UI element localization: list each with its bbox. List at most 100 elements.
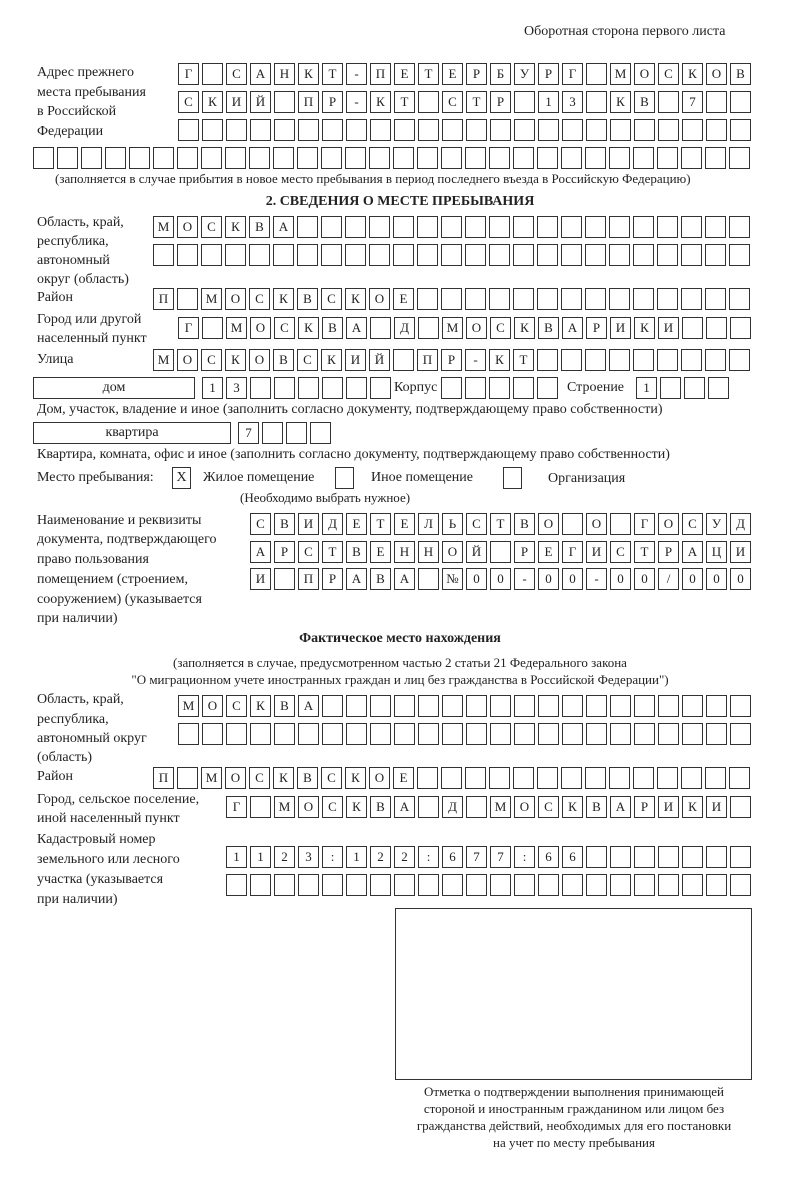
- char-cell[interactable]: [490, 119, 511, 141]
- char-cell[interactable]: [442, 874, 463, 896]
- char-cell[interactable]: [441, 377, 462, 399]
- char-cell[interactable]: Е: [346, 513, 367, 535]
- char-cell[interactable]: [705, 147, 726, 169]
- char-cell[interactable]: О: [298, 796, 319, 818]
- char-cell[interactable]: Е: [370, 541, 391, 563]
- char-cell[interactable]: М: [274, 796, 295, 818]
- char-cell[interactable]: [562, 874, 583, 896]
- char-cell[interactable]: [297, 147, 318, 169]
- char-cell[interactable]: [346, 874, 367, 896]
- apartment-type-field[interactable]: квартира: [33, 422, 231, 444]
- char-cell[interactable]: [681, 147, 702, 169]
- char-cell[interactable]: [730, 874, 751, 896]
- char-cell[interactable]: В: [249, 216, 270, 238]
- char-cell[interactable]: 6: [442, 846, 463, 868]
- char-cell[interactable]: [286, 422, 307, 444]
- char-cell[interactable]: [660, 377, 681, 399]
- char-cell[interactable]: И: [706, 796, 727, 818]
- char-cell[interactable]: [609, 244, 630, 266]
- char-cell[interactable]: А: [562, 317, 583, 339]
- char-cell[interactable]: [490, 874, 511, 896]
- char-cell[interactable]: 0: [682, 568, 703, 590]
- char-cell[interactable]: [658, 91, 679, 113]
- char-cell[interactable]: О: [634, 63, 655, 85]
- char-cell[interactable]: [465, 288, 486, 310]
- char-cell[interactable]: [514, 874, 535, 896]
- char-cell[interactable]: [705, 349, 726, 371]
- char-cell[interactable]: [633, 216, 654, 238]
- char-cell[interactable]: [393, 147, 414, 169]
- char-cell[interactable]: Е: [442, 63, 463, 85]
- char-cell[interactable]: [730, 317, 751, 339]
- char-cell[interactable]: [442, 695, 463, 717]
- char-cell[interactable]: [153, 244, 174, 266]
- char-cell[interactable]: О: [250, 317, 271, 339]
- char-cell[interactable]: И: [586, 541, 607, 563]
- char-cell[interactable]: [561, 216, 582, 238]
- char-cell[interactable]: [610, 695, 631, 717]
- char-cell[interactable]: [586, 63, 607, 85]
- char-cell[interactable]: [681, 349, 702, 371]
- char-cell[interactable]: [465, 377, 486, 399]
- char-cell[interactable]: Б: [490, 63, 511, 85]
- char-cell[interactable]: П: [153, 288, 174, 310]
- char-cell[interactable]: В: [730, 63, 751, 85]
- char-cell[interactable]: У: [706, 513, 727, 535]
- char-cell[interactable]: В: [538, 317, 559, 339]
- char-cell[interactable]: К: [202, 91, 223, 113]
- char-cell[interactable]: [537, 377, 558, 399]
- char-cell[interactable]: [562, 513, 583, 535]
- char-cell[interactable]: [394, 695, 415, 717]
- char-cell[interactable]: [537, 349, 558, 371]
- char-cell[interactable]: [609, 216, 630, 238]
- char-cell[interactable]: [321, 216, 342, 238]
- char-cell[interactable]: 1: [636, 377, 657, 399]
- char-cell[interactable]: [586, 119, 607, 141]
- char-cell[interactable]: М: [153, 349, 174, 371]
- char-cell[interactable]: [682, 846, 703, 868]
- char-cell[interactable]: [585, 216, 606, 238]
- char-cell[interactable]: [225, 244, 246, 266]
- char-cell[interactable]: [274, 91, 295, 113]
- char-cell[interactable]: И: [345, 349, 366, 371]
- char-cell[interactable]: [346, 695, 367, 717]
- char-cell[interactable]: [394, 874, 415, 896]
- char-cell[interactable]: [394, 119, 415, 141]
- char-cell[interactable]: [657, 288, 678, 310]
- char-cell[interactable]: П: [298, 568, 319, 590]
- char-cell[interactable]: 3: [226, 377, 247, 399]
- char-cell[interactable]: [226, 874, 247, 896]
- char-cell[interactable]: [729, 244, 750, 266]
- char-cell[interactable]: Р: [441, 349, 462, 371]
- char-cell[interactable]: [441, 767, 462, 789]
- char-cell[interactable]: В: [274, 695, 295, 717]
- char-cell[interactable]: [537, 288, 558, 310]
- char-cell[interactable]: А: [682, 541, 703, 563]
- char-cell[interactable]: О: [369, 767, 390, 789]
- char-cell[interactable]: К: [682, 63, 703, 85]
- char-cell[interactable]: [417, 216, 438, 238]
- char-cell[interactable]: К: [345, 767, 366, 789]
- char-cell[interactable]: [393, 349, 414, 371]
- char-cell[interactable]: [370, 695, 391, 717]
- char-cell[interactable]: [730, 91, 751, 113]
- char-cell[interactable]: [418, 91, 439, 113]
- char-cell[interactable]: 1: [202, 377, 223, 399]
- char-cell[interactable]: [250, 377, 271, 399]
- char-cell[interactable]: Д: [322, 513, 343, 535]
- char-cell[interactable]: А: [273, 216, 294, 238]
- char-cell[interactable]: [681, 244, 702, 266]
- char-cell[interactable]: [201, 147, 222, 169]
- char-cell[interactable]: [226, 723, 247, 745]
- char-cell[interactable]: [346, 377, 367, 399]
- char-cell[interactable]: [369, 147, 390, 169]
- char-cell[interactable]: С: [226, 63, 247, 85]
- char-cell[interactable]: К: [225, 349, 246, 371]
- char-cell[interactable]: [417, 767, 438, 789]
- char-cell[interactable]: [297, 216, 318, 238]
- char-cell[interactable]: [633, 767, 654, 789]
- char-cell[interactable]: [274, 377, 295, 399]
- char-cell[interactable]: [490, 541, 511, 563]
- char-cell[interactable]: [346, 119, 367, 141]
- char-cell[interactable]: О: [225, 767, 246, 789]
